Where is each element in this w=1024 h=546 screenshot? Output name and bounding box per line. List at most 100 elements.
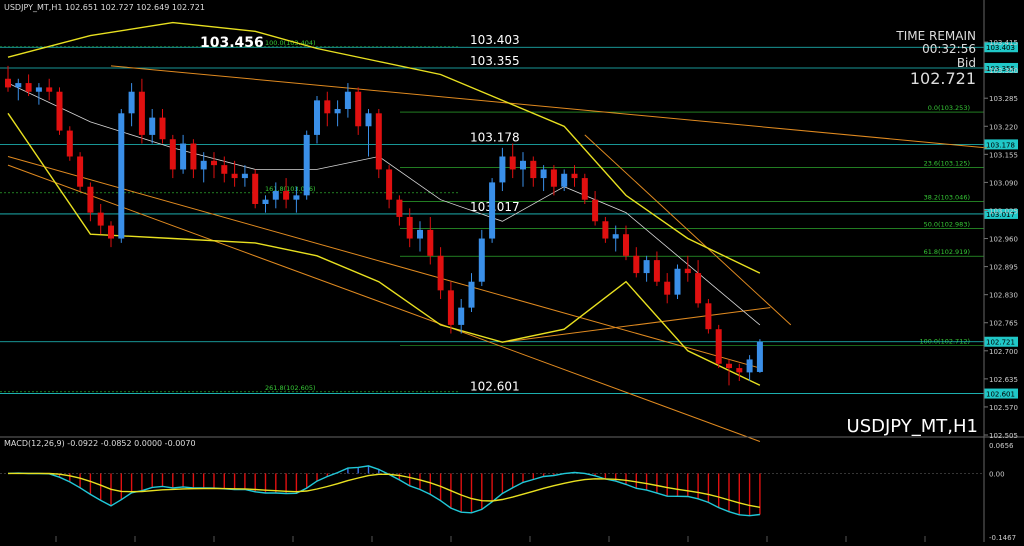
level-label: 103.178 (470, 130, 520, 144)
trendline (7, 164, 761, 442)
candle-body (417, 229, 423, 239)
candle (46, 78, 53, 101)
time-remain-value: 00:32:56 (922, 42, 976, 56)
candle-body (581, 178, 588, 200)
y-tick-label: 102.830 (989, 292, 1018, 300)
bollinger-middle (7, 82, 761, 326)
price-tag-label: 103.403 (986, 44, 1015, 52)
y-tick-label: 103.220 (989, 123, 1018, 131)
candle-body (283, 191, 290, 200)
macd-panel: 0.0656 0.00 -0.1467 (0, 436, 1024, 542)
candle-body (190, 143, 197, 170)
macd-line (7, 465, 760, 517)
candle-body (458, 307, 465, 325)
candle (571, 165, 578, 187)
bollinger-bands (7, 21, 761, 386)
candle (509, 143, 516, 179)
candle (447, 281, 454, 334)
price-tag (984, 208, 1018, 219)
candle (272, 182, 279, 209)
candle (25, 74, 32, 97)
candle (561, 169, 568, 192)
price-tag (984, 42, 1018, 53)
candle-body (726, 363, 732, 369)
candle (427, 216, 434, 265)
candle (149, 108, 156, 144)
candle-body (386, 169, 393, 200)
candle (324, 91, 331, 127)
macd-tick-label: 0.0656 (989, 442, 1014, 450)
candle-body (499, 156, 506, 183)
candle (334, 100, 341, 127)
candle-body (633, 255, 640, 274)
macd-signal-line (8, 472, 761, 508)
candle (365, 108, 372, 157)
candle (200, 152, 207, 183)
candle (499, 147, 506, 192)
candle-body (489, 182, 496, 239)
symbol-watermark: USDJPY_MT,H1 (847, 416, 978, 437)
candle-body (324, 100, 331, 114)
y-tick-label: 102.765 (989, 320, 1018, 328)
candle-body (756, 341, 763, 372)
candle (478, 229, 485, 287)
candle-body (334, 108, 341, 114)
price-tag-label: 102.721 (986, 339, 1015, 347)
candle-body (221, 165, 228, 174)
candle-body (303, 134, 310, 196)
level-label: 102.601 (470, 380, 520, 394)
candle-body (375, 113, 382, 170)
candle-body (149, 117, 156, 135)
candle-body (252, 173, 259, 204)
candle-body (365, 113, 372, 127)
candle (375, 108, 382, 179)
candle (633, 247, 640, 278)
price-tag (984, 139, 1018, 150)
candle-body (87, 186, 94, 213)
candle-body (97, 212, 104, 226)
fib-label: 61.8(102.919) (924, 248, 970, 256)
candle (746, 355, 753, 382)
candle (406, 208, 413, 248)
trendline (7, 156, 761, 369)
candle (715, 324, 722, 369)
candle (138, 78, 145, 144)
candle (664, 273, 671, 304)
trendline (584, 134, 792, 326)
candle-body (314, 100, 320, 135)
y-tick-label: 102.570 (989, 404, 1018, 412)
candle (314, 96, 320, 144)
candle (293, 186, 300, 213)
candle (303, 130, 310, 200)
macd-tick-label: 0.00 (989, 470, 1005, 478)
price-tag (984, 62, 1018, 73)
time-remain-title: TIME REMAIN (895, 29, 976, 43)
candle (262, 195, 269, 213)
candle (530, 156, 537, 187)
y-tick-label: 102.960 (989, 236, 1018, 244)
candle-body (211, 160, 217, 166)
candle-body (108, 225, 114, 239)
candle-body (705, 303, 712, 330)
candle-body (262, 199, 269, 204)
candle (684, 255, 691, 282)
candle-body (180, 143, 187, 170)
fib-label: 50.0(102.983) (924, 221, 970, 229)
candle (344, 83, 351, 118)
candle-body (77, 156, 84, 187)
candle (581, 173, 588, 204)
fib-label: 261.8(102.605) (265, 384, 316, 392)
candle (231, 160, 238, 187)
candle-body (231, 173, 238, 179)
candle (241, 165, 248, 187)
candle-body (396, 199, 403, 217)
macd-label: MACD(12,26,9) -0.0922 -0.0852 0.0000 -0.… (4, 439, 196, 448)
candle-body (293, 195, 300, 200)
candle (550, 165, 557, 196)
candle-body (746, 359, 753, 373)
high-price-label: 103.456 (200, 35, 264, 51)
bid-label: Bid (957, 56, 976, 70)
